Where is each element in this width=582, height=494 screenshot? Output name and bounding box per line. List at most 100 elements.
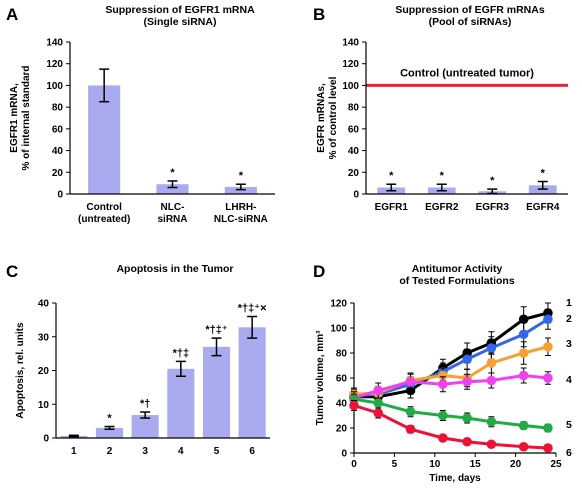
panel-d-series-6-point-3: [438, 433, 448, 443]
panel-a-category-1-line-0: NLC-: [161, 202, 185, 213]
panel-d-series-3-point-3: [438, 370, 448, 381]
panel-c-category-1-line-0: 2: [107, 446, 113, 457]
panel-d-series-2-point-6: [518, 329, 529, 340]
panel-d-series-5-label: 5: [566, 419, 572, 431]
panel-a-ylabel-group: EGFR1 mRNA,% of internal standard: [9, 65, 32, 170]
panel-c-category-5-line-0: 6: [249, 446, 255, 457]
panel-a-bar-0: [88, 85, 121, 194]
panel-a-ylabel-line-1: % of internal standard: [21, 65, 32, 170]
panel-d-ytick-label-3: 60: [336, 374, 348, 385]
panel-a-category-2-line-0: LHRH-: [225, 202, 256, 213]
panel-d-series-5-point-3: [438, 410, 448, 421]
panel-b-ytick-label-4: 80: [348, 103, 360, 114]
panel-d-series-4-line: [353, 373, 549, 400]
panel-c-ylabel-line-0: Apoptosis, rel. units: [15, 322, 26, 419]
panel-d-series-5-point-5: [486, 416, 497, 427]
panel-c-category-3-line-0: 4: [178, 446, 184, 457]
panel-d-ytick-label-6: 120: [330, 299, 347, 310]
panel-c-ylabel: Apoptosis, rel. units: [15, 322, 26, 419]
panel-c-bar-1: [95, 427, 124, 438]
panel-d-series-5-line: [353, 397, 549, 430]
panel-c-bar-2: [131, 415, 159, 438]
panel-d-series-5-point-4: [462, 413, 472, 423]
panel-c-chart: Apoptosis in the Tumor Apoptosis, rel. un…: [15, 263, 270, 457]
panel-d-series-2-point-5: [486, 343, 497, 353]
panel-b-ylabel-group: EGFR mRNAs,% of control level: [316, 76, 339, 159]
panel-d-series-2-point-4: [462, 354, 472, 365]
panel-a-category-0-line-1: (untreated): [78, 214, 130, 225]
panel-d-ytick-label-4: 80: [336, 349, 348, 360]
panel-a-annotation-2: *: [239, 170, 244, 182]
panel-d-series-5-point-7: [543, 423, 553, 433]
panel-d-series-3-line: [353, 345, 549, 396]
panel-d-series-4-point-1: [373, 385, 384, 396]
panel-c-annotation-1: *: [107, 413, 112, 425]
panel-d-series-4-point-3: [438, 379, 448, 390]
panel-d-series-2-line: [353, 317, 549, 397]
panel-a-ytick-label-3: 60: [52, 124, 64, 135]
panel-a-ytick-label-7: 140: [46, 38, 63, 49]
panel-d-series-3-point-6: [518, 348, 529, 358]
panel-c-title: Apoptosis in the Tumor: [116, 263, 233, 275]
panel-d-ytick-label-1: 20: [336, 424, 348, 435]
panel-a-category-0: Control (untreated): [78, 202, 130, 225]
panel-letter-a: A: [6, 5, 18, 24]
panel-b-category-0: EGFR1: [375, 202, 409, 213]
panel-b-ytick-label-0: 0: [353, 190, 359, 201]
panel-d-series-2-point-7: [543, 314, 553, 325]
panel-b-category-3-line-0: EGFR4: [526, 202, 560, 213]
panel-d-series-4-point-5: [486, 375, 497, 386]
panel-c-category-4-line-0: 5: [214, 446, 220, 457]
panel-b-annotation-1: *: [440, 170, 445, 182]
panel-b-title-line-0: Suppression of EGFR mRNAs: [395, 4, 545, 16]
panel-c-annotation-3: *†‡: [173, 347, 190, 359]
panel-d-series-5-point-6: [518, 420, 529, 431]
panel-a-category-0-line-0: Control: [86, 202, 122, 213]
panel-d-series-6-label: 6: [566, 447, 572, 459]
panel-c-ylabel-group: Apoptosis, rel. units: [15, 322, 26, 419]
panel-b-title: Suppression of EGFR mRNAs (Pool of siRNAs…: [395, 4, 545, 28]
panel-a-category-1: NLC-siRNA: [157, 202, 187, 225]
panel-c-category-2: 3: [142, 446, 148, 457]
panel-c-category-4: 5: [214, 446, 220, 457]
panel-d-series-6-line: [353, 404, 548, 450]
panel-c-ytick-label-4: 40: [38, 299, 50, 310]
panel-a-bar-2: [224, 186, 257, 194]
panel-a-category-1-line-1: siRNA: [157, 214, 187, 225]
panel-a-ylabel-line-0: EGFR1 mRNA,: [9, 83, 20, 153]
panel-c-category-5: 6: [249, 446, 255, 457]
panel-d-series-4-point-4: [462, 376, 472, 387]
panel-a-ytick-label-6: 120: [46, 59, 63, 70]
panel-d-xtick-label-1: 5: [392, 459, 398, 470]
panel-d-title: Antitumor Activity of Tested Formulations: [399, 263, 514, 287]
panel-d-series-6-point-7: [543, 443, 553, 453]
panel-d-series-6-point-6: [518, 441, 529, 452]
panel-b-ytick-label-6: 120: [342, 59, 359, 70]
panel-d-ytick-label-0: 0: [341, 449, 347, 460]
panel-c-ytick-label-2: 20: [38, 366, 50, 377]
panel-a-ylabel: EGFR1 mRNA,% of internal standard: [9, 65, 32, 170]
panel-d-xtick-label-4: 20: [510, 459, 522, 470]
panel-d-series-4-point-6: [518, 370, 529, 381]
panel-b-category-0-line-0: EGFR1: [375, 202, 409, 213]
panel-b-ytick-label-5: 100: [342, 81, 359, 92]
panel-d-series-3-label: 3: [566, 338, 572, 350]
panel-d-series-2-label: 2: [566, 313, 572, 325]
panel-d-series-4-label: 4: [566, 374, 572, 386]
panel-c-ytick-label-3: 30: [38, 332, 50, 343]
panel-a-ytick-label-1: 20: [52, 168, 64, 179]
panel-b-ytick-label-1: 20: [348, 168, 360, 179]
panel-a-title-line-0: Suppression of EGFR1 mRNA: [105, 4, 255, 16]
panel-a-chart: Suppression of EGFR1 mRNA (Single siRNA) E…: [9, 4, 275, 225]
panel-b-category-2: EGFR3: [476, 202, 510, 213]
panel-c-bar-3: [167, 368, 195, 438]
panel-d-title-line-1: of Tested Formulations: [399, 275, 514, 287]
panel-d-xtick-label-0: 0: [351, 459, 357, 470]
panel-d-series-4-point-2: [405, 376, 416, 387]
panel-d-series-3-point-5: [486, 358, 497, 368]
panel-c-title-line-0: Apoptosis in the Tumor: [116, 263, 233, 275]
panel-c-ytick-label-0: 0: [43, 434, 49, 445]
panel-d-xtick-label-5: 25: [550, 459, 562, 470]
panel-b-annotation-0: *: [389, 170, 394, 182]
